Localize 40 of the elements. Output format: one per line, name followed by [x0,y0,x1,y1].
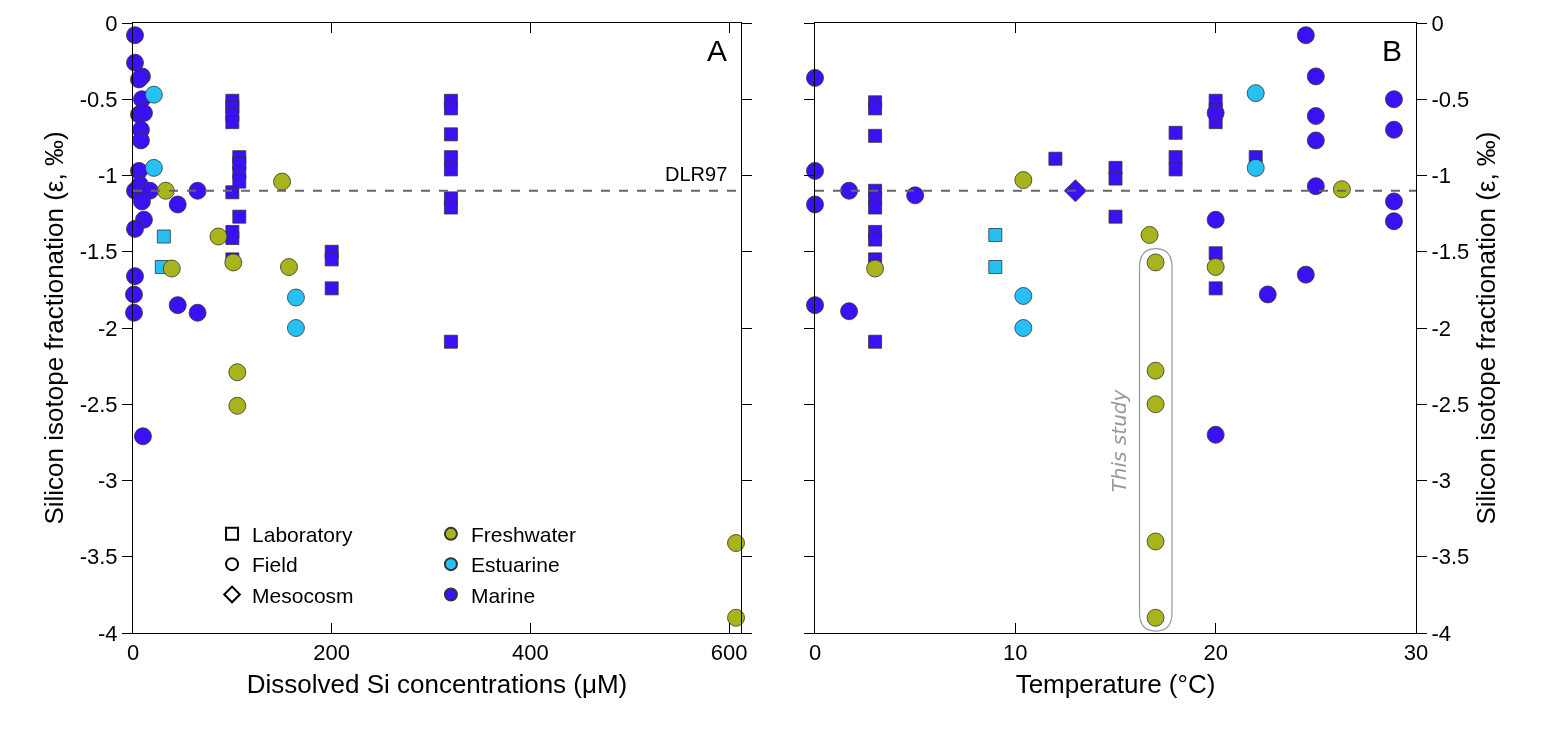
y-tick-label: -3 [1431,468,1451,494]
y-tick-label: -3 [98,468,118,494]
annotation: This study [1106,388,1131,493]
y-tick-label: -4 [1431,620,1451,646]
y-axis-title: Silicon isotope fractionation (ε, ‰) [1471,131,1502,525]
legend-label: Marine [470,583,536,607]
y-tick-label: 0 [1431,10,1444,36]
y-tick-label: 0 [105,10,118,36]
x-axis-title: Dissolved Si concentrations (μM) [246,669,628,700]
y-tick-label: -1 [98,163,118,189]
y-tick-label: -1.5 [79,239,118,265]
y-tick-label: -4 [98,620,118,646]
x-tick-label: 0 [126,640,140,666]
ref-line-label: DLR97 [665,163,728,185]
x-tick-label: 200 [313,640,351,666]
y-tick-label: -1.5 [1431,239,1470,265]
x-tick-label: 400 [512,640,549,666]
annotation: A [707,34,728,67]
x-tick-label: 0 [808,640,822,666]
y-tick-label: -2.5 [1431,391,1470,417]
x-tick-label: 600 [710,640,748,666]
legend-label: Field [252,553,298,577]
legend-label: Estuarine [470,553,560,577]
y-tick-label: -3.5 [79,544,118,570]
legend-label: Freshwater [470,523,576,547]
x-axis-title: Temperature (°C) [1015,669,1216,700]
x-tick-label: 20 [1203,640,1228,666]
y-tick-label: -2.5 [79,391,118,417]
y-tick-label: -3.5 [1431,544,1470,570]
x-tick-label: 10 [1003,640,1028,666]
y-tick-label: -0.5 [1431,86,1470,112]
y-tick-label: -2 [1431,315,1451,341]
legend-label: Laboratory [252,523,353,547]
y-tick-label: -1 [1431,163,1451,189]
y-axis-title: Silicon isotope fractionation (ε, ‰) [39,131,70,525]
y-tick-label: -0.5 [79,86,118,112]
y-tick-label: -2 [98,315,118,341]
annotation: B [1382,34,1403,67]
legend-label: Mesocosm [252,583,354,607]
x-tick-label: 30 [1403,640,1429,666]
